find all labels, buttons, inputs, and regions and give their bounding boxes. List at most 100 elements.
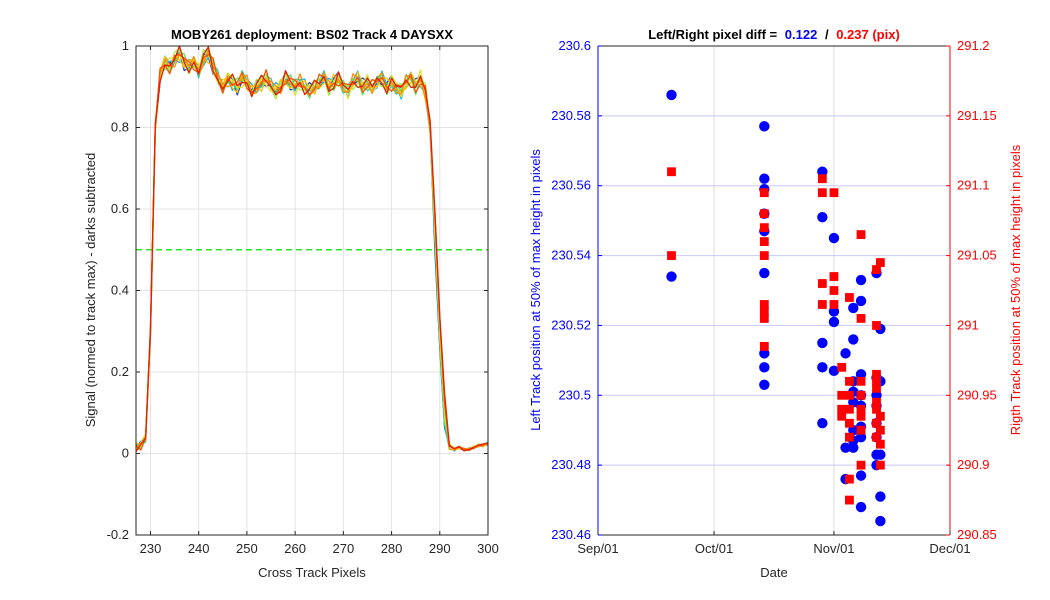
left-track-point [855,470,867,481]
right-x-tick-label: Sep/01 [577,541,618,556]
right-track-point [817,279,827,288]
right-track-point [829,188,839,198]
right-position-tick-label: 291.05 [957,248,997,263]
left-position-tick-label: 230.46 [551,527,591,542]
signal-profile-line [135,45,489,452]
right-track-point [856,404,866,414]
left-x-tick-label: 240 [188,541,210,556]
right-track-point [759,307,769,316]
right-track-point [829,300,839,309]
right-track-point [872,265,881,274]
right-x-tick-label: Oct/01 [695,541,733,556]
right-track-point [872,376,881,386]
title-left-value: 0.122 [785,27,818,42]
right-track-point [872,321,881,330]
right-track-point [856,390,866,400]
left-track-point [828,316,840,328]
right-position-tick-label: 291.15 [957,108,997,123]
left-track-point [666,89,677,101]
right-track-point [667,251,676,260]
right-track-point [875,460,885,470]
left-position-tick-label: 230.48 [551,457,591,472]
left-y-tick-label: 0.6 [111,201,129,216]
right-track-point [856,230,866,240]
right-track-point [872,383,881,393]
right-track-point [875,439,885,449]
right-track-point [872,397,881,407]
left-track-point [817,418,828,429]
left-track-point [666,271,677,282]
right-chart: Sep/01 Oct/01 Nov/01 Dec/01 230.46 230.48 230.… [528,27,1023,580]
left-track-point [875,515,886,527]
right-position-tick-label: 291 [957,317,979,332]
left-y-tick-label: -0.2 [107,527,129,542]
right-track-point [829,272,839,281]
left-track-point [759,379,770,391]
left-chart: 230 240 250 260 270 280 290 300 -0.2 0 0.2 0.4 0.6 0.… [83,27,499,580]
right-track-point [759,314,769,323]
right-track-point [817,300,827,309]
right-track-point [856,376,866,386]
right-ticks: Sep/01 Oct/01 Nov/01 Dec/01 230.46 230.48 230.… [551,38,997,556]
left-y-tick-label: 0.8 [111,120,129,135]
left-y-tick-label: 1 [122,38,129,53]
left-track-point [759,362,770,373]
signal-profile-line [135,53,489,452]
left-position-tick-label: 230.5 [558,387,591,402]
right-plot-area [598,46,950,535]
left-track-point [840,348,851,359]
right-track-point [845,293,854,302]
left-x-tick-label: 250 [236,541,258,556]
right-position-tick-label: 291.1 [957,178,990,193]
right-position-axis-label: Rigth Track position at 50% of max heigh… [1008,144,1023,435]
left-track-point [855,274,867,286]
right-track-point [837,390,847,400]
left-position-tick-label: 230.54 [551,248,591,263]
right-x-axis-label: Date [760,565,787,580]
left-x-tick-label: 260 [284,541,306,556]
right-track-point [856,411,866,421]
right-track-point [837,411,847,421]
right-track-point [845,495,854,505]
right-track-point [845,376,854,386]
left-position-tick-label: 230.6 [558,38,591,53]
left-x-tick-label: 270 [332,541,354,556]
right-track-point [845,404,854,414]
right-track-point [856,460,866,470]
right-track-point [759,300,769,309]
right-x-tick-label: Dec/01 [929,541,970,556]
left-track-point [840,442,851,453]
right-track-point [667,167,676,177]
title-separator: / [825,27,829,42]
left-position-tick-label: 230.52 [551,317,591,332]
right-position-tick-label: 290.85 [957,527,997,542]
left-x-tick-label: 290 [429,541,451,556]
left-y-tick-label: 0.4 [111,283,129,298]
left-y-tick-label: 0.2 [111,364,129,379]
right-series-group [666,89,886,527]
left-x-tick-label: 300 [477,541,499,556]
left-track-point [759,121,770,132]
right-track-point [872,369,881,379]
right-track-point [817,174,827,184]
left-track-point [817,337,828,349]
right-track-point [829,286,839,295]
left-track-point [828,365,840,377]
left-x-axis-label: Cross Track Pixels [258,565,366,580]
left-ticks: 230 240 250 260 270 280 290 300 -0.2 0 0.2 0.4 0.6 0.… [107,38,499,556]
left-track-point [828,232,840,244]
right-track-point [872,432,881,442]
left-x-tick-label: 230 [140,541,162,556]
left-track-point [848,334,859,345]
title-prefix: Left/Right pixel diff = [648,27,777,42]
right-track-point [875,258,885,267]
right-position-tick-label: 291.2 [957,38,990,53]
left-track-point [848,302,859,314]
left-position-tick-label: 230.56 [551,178,591,193]
right-track-point [845,432,854,442]
left-y-axis-label: Signal (normed to track max) - darks sub… [83,153,98,428]
right-track-point [817,188,827,198]
left-track-point [848,442,859,453]
left-track-point [855,501,867,513]
